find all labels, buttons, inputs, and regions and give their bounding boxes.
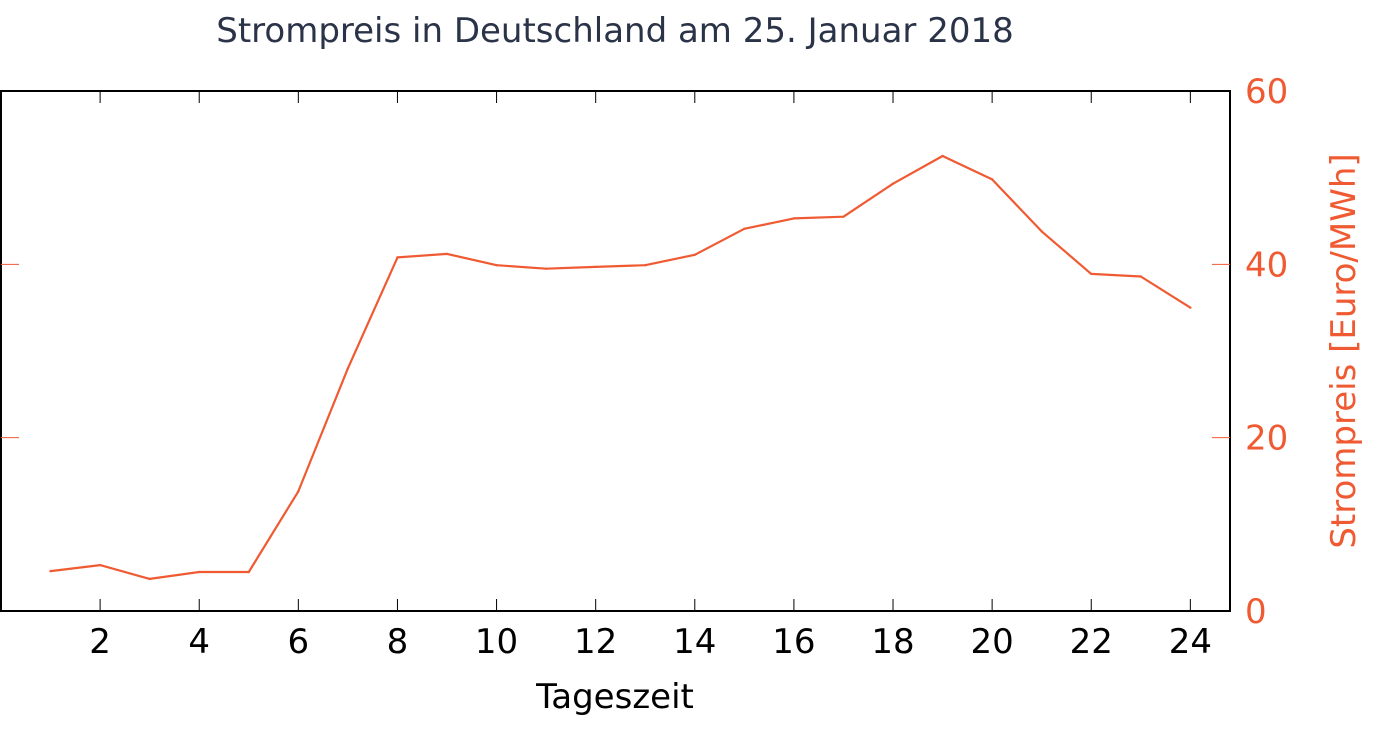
x-tick-label-6: 6: [288, 622, 310, 662]
x-tick-label-24: 24: [1169, 622, 1212, 662]
data-point-hour-8: [396, 256, 399, 259]
x-tick-label-12: 12: [574, 622, 617, 662]
data-point-hour-9: [445, 252, 449, 256]
y-tick-label-40: 40: [1245, 245, 1288, 285]
y-tick-label-0: 0: [1245, 592, 1267, 632]
data-point-hour-14: [693, 253, 696, 256]
x-tick-label-20: 20: [970, 622, 1013, 662]
y-axis-label: Strompreis [Euro/MWh]: [1324, 153, 1364, 548]
x-axis-label: Tageszeit: [535, 677, 694, 717]
data-point-hour-3: [148, 577, 151, 581]
data-point-hour-5: [247, 570, 250, 574]
y-tick-label-60: 60: [1245, 72, 1288, 112]
data-point-hour-7: [346, 367, 350, 370]
data-point-hour-21: [1040, 230, 1043, 233]
y-tick-label-20: 20: [1245, 419, 1288, 459]
data-point-hour-12: [594, 265, 597, 269]
data-point-hour-17: [842, 215, 845, 218]
data-point-hour-23: [1139, 275, 1142, 278]
x-tick-label-16: 16: [772, 622, 815, 662]
data-point-hour-16: [792, 217, 796, 220]
data-point-hour-24: [1189, 306, 1192, 309]
data-point-hour-13: [644, 264, 647, 267]
x-tick-label-18: 18: [871, 622, 914, 662]
plot-frame: [0, 90, 1231, 612]
data-point-hour-22: [1090, 272, 1093, 276]
x-axis-ticks: 2 4 6 8 10 12 14 16 18 20 22 24: [89, 91, 1212, 662]
x-tick-label-8: 8: [387, 622, 409, 662]
data-point-hour-11: [544, 267, 548, 270]
series-line-strompreis: [50, 154, 1191, 581]
data-point-hour-20: [990, 178, 994, 181]
x-tick-label-22: 22: [1070, 622, 1113, 662]
x-tick-label-2: 2: [89, 622, 111, 662]
data-point-hour-2: [98, 563, 102, 567]
x-tick-label-10: 10: [475, 622, 518, 662]
data-point-hour-6: [297, 490, 300, 493]
data-point-hour-10: [495, 264, 498, 267]
data-point-hour-19: [941, 154, 944, 158]
chart-title: Strompreis in Deutschland am 25. Januar …: [216, 11, 1013, 51]
data-point-hour-4: [198, 570, 201, 574]
data-point-hour-15: [743, 227, 746, 230]
data-point-hour-18: [891, 182, 895, 185]
series-layer: [49, 154, 1192, 581]
data-point-hour-1: [49, 569, 52, 573]
y-axis-ticks: 0 20 40 60: [1, 72, 1288, 632]
x-tick-label-4: 4: [188, 622, 210, 662]
x-tick-label-14: 14: [673, 622, 716, 662]
